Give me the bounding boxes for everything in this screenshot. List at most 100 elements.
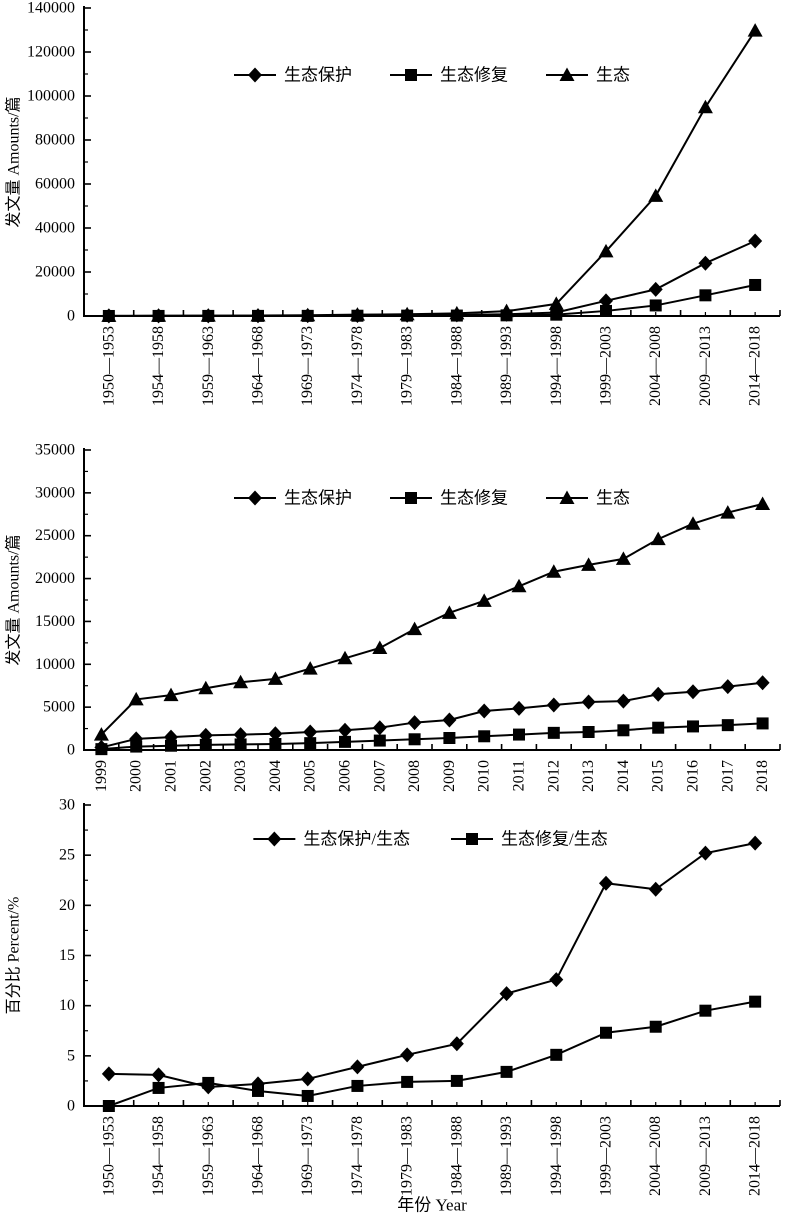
diamond-marker (651, 686, 666, 702)
diamond-marker (233, 727, 248, 743)
x-tick-label: 2004—2008 (647, 1116, 664, 1196)
y-tick-label: 0 (67, 1098, 75, 1115)
x-tick-label: 2016 (685, 760, 702, 792)
y-tick-label: 30 (59, 797, 75, 814)
y-tick-label: 10000 (35, 656, 75, 673)
triangle-marker (441, 605, 457, 619)
x-tick-label: 1964—1968 (250, 1116, 267, 1196)
legend-label: 生态保护/生态 (303, 830, 410, 849)
square-marker (152, 1081, 165, 1094)
x-tick-label: 2011 (511, 760, 528, 791)
y-tick-label: 20000 (35, 264, 75, 281)
x-tick-label: 2017 (719, 760, 736, 792)
y-tick-label: 15000 (35, 613, 75, 630)
series-line (100, 503, 763, 736)
diamond-marker (648, 281, 663, 297)
square-marker (130, 740, 143, 753)
triangle-marker (598, 243, 614, 258)
x-tick-label: 1994—1998 (548, 1116, 565, 1196)
legend-label: 生态修复 (440, 489, 508, 508)
square-marker (202, 1076, 215, 1089)
triangle-marker (233, 674, 249, 689)
diamond-marker (129, 731, 144, 747)
x-tick-labels: 1950—1953 1954—1958 1959—1963 1964—1968 1969… (100, 1116, 763, 1196)
triangle-marker (267, 671, 283, 685)
square-marker (600, 1026, 612, 1039)
square-marker (443, 732, 456, 744)
x-axis-title: 年份 Year (397, 1196, 467, 1215)
legend-label: 生态 (596, 489, 630, 508)
triangle-marker (546, 564, 562, 578)
triangle-marker (93, 727, 109, 741)
diamond-marker (248, 490, 262, 506)
diamond-marker (748, 233, 763, 249)
square-marker (301, 1089, 314, 1102)
triangle-marker (399, 306, 415, 321)
triangle-marker (151, 308, 167, 322)
diamond-marker (198, 727, 213, 743)
square-marker (401, 1075, 414, 1088)
triangle-marker (250, 308, 266, 322)
x-tick-label: 2007 (371, 760, 388, 792)
series-square (95, 717, 769, 756)
diamond-marker (338, 722, 352, 738)
x-tick-label: 2010 (476, 760, 493, 792)
x-tick-label: 2003 (232, 760, 249, 792)
triangle-marker (747, 23, 763, 37)
x-tick-label: 1999—2003 (598, 326, 615, 406)
diamond-marker (407, 715, 422, 731)
diamond-marker (599, 293, 613, 309)
x-tick-label: 2002 (197, 760, 214, 792)
square-marker (749, 278, 762, 291)
diamond-marker (698, 255, 713, 271)
x-tick-label: 1954—1958 (150, 326, 167, 406)
diamond-marker (477, 703, 492, 719)
y-tick-label: 0 (67, 742, 75, 759)
square-marker (699, 1004, 712, 1017)
square-marker (721, 719, 734, 732)
y-tick-label: 0 (67, 308, 75, 325)
diamond-marker (499, 986, 514, 1002)
chart-publications-by-period: 0 20000 40000 60000 80000 100000 120000 140000 1… (5, 0, 781, 406)
series-diamond (101, 233, 763, 324)
square-marker (450, 1074, 463, 1087)
square-marker (165, 739, 177, 752)
series-line (108, 842, 756, 1088)
x-tick-label: 2004 (267, 760, 284, 792)
series-triangle (101, 23, 763, 322)
triangle-marker (449, 305, 465, 320)
y-axis-title: 发文量 Amounts/篇 (5, 534, 23, 665)
x-tick-label: 2014—2018 (747, 1116, 764, 1196)
diamond-marker (648, 881, 663, 897)
diamond-marker (512, 700, 526, 716)
diamond-marker (101, 1066, 116, 1082)
triangle-marker (337, 650, 353, 665)
x-tick-label: 2009—2013 (697, 326, 714, 406)
square-marker (649, 299, 662, 312)
square-marker (269, 738, 282, 750)
square-marker (500, 1065, 513, 1078)
y-tick-label: 15 (59, 947, 75, 964)
x-tick-label: 2006 (337, 760, 354, 792)
legend-label: 生态保护 (284, 66, 352, 85)
square-marker (95, 743, 108, 756)
y-axis-title: 发文量 Amounts/篇 (5, 96, 23, 227)
triangle-marker (101, 308, 117, 322)
x-tick-label: 2018 (754, 760, 771, 792)
triangle-marker (581, 557, 597, 571)
x-tick-label: 1999—2003 (598, 1116, 615, 1196)
diamond-marker (546, 697, 561, 713)
legend: 生态保护 生态修复 生态 (234, 489, 630, 508)
diamond-marker (720, 679, 735, 695)
legend: 生态保护 生态修复 生态 (234, 66, 630, 85)
square-marker (687, 720, 699, 733)
triangle-marker (198, 680, 214, 695)
x-tick-label: 2008 (406, 760, 423, 792)
square-marker (582, 726, 595, 738)
y-tick-label: 30000 (35, 484, 75, 501)
x-tick-label: 1979—1983 (399, 326, 416, 406)
x-tick-labels: 1999 2000 2001 2002 2003 2004 2005 2006 2007 2008… (93, 760, 771, 792)
diamond-marker (698, 845, 713, 861)
square-marker (252, 1084, 264, 1097)
y-tick-label: 35000 (35, 442, 75, 459)
